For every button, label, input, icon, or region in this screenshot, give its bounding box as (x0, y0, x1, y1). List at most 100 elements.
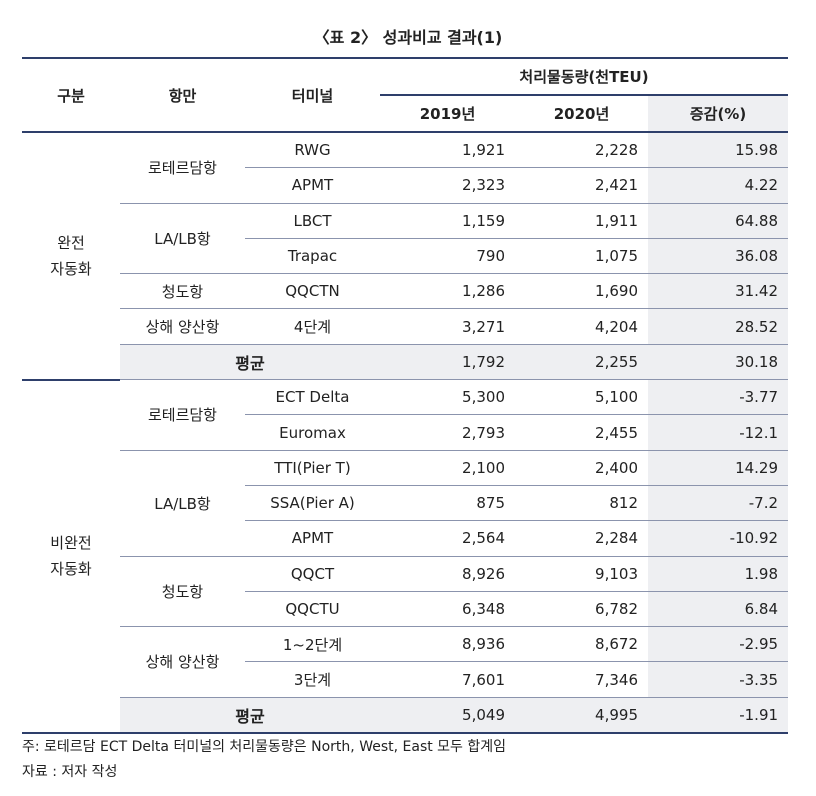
group-label: 비완전 (50, 534, 92, 553)
change-cell: 15.98 (648, 132, 789, 169)
change-cell: 36.08 (648, 238, 789, 275)
average-label: 평균 (120, 697, 380, 735)
port-cell: LA/LB항 (120, 450, 245, 557)
value-cell: 8,936 (380, 626, 515, 663)
change-cell: -3.77 (648, 379, 789, 416)
table-row: QQCTU 6,348 6,782 6.84 (22, 591, 789, 628)
change-cell: 64.88 (648, 203, 789, 239)
value-cell: 1,690 (515, 273, 648, 310)
terminal-cell: APMT (245, 520, 380, 557)
value-cell: 1,286 (380, 273, 515, 310)
average-value: 4,995 (515, 697, 648, 735)
table-row: 청도항 QQCTN 1,286 1,690 31.42 (22, 273, 789, 310)
header-cell: 터미널 (245, 57, 380, 133)
table-title: 〈표 2〉 성과비교 결과(1) (313, 28, 503, 47)
change-cell: 28.52 (648, 308, 789, 345)
notes: 주: 로테르담 ECT Delta 터미널의 처리물동량은 North, Wes… (22, 735, 506, 785)
value-cell: 812 (515, 485, 648, 522)
value-cell: 7,601 (380, 661, 515, 698)
terminal-cell: 3단계 (245, 661, 380, 698)
value-cell: 2,400 (515, 450, 648, 486)
terminal-cell: ECT Delta (245, 379, 380, 416)
change-cell: -3.35 (648, 661, 789, 698)
change-cell: 6.84 (648, 591, 789, 628)
value-cell: 790 (380, 238, 515, 275)
terminal-cell: Trapac (245, 238, 380, 275)
header-cell: 항만 (120, 57, 245, 133)
value-cell: 1,075 (515, 238, 648, 275)
value-cell: 5,300 (380, 379, 515, 416)
note: 주: 로테르담 ECT Delta 터미널의 처리물동량은 North, Wes… (22, 739, 507, 755)
port-cell: 청도항 (120, 273, 245, 310)
value-cell: 2,228 (515, 132, 648, 169)
port-cell: 상해 양산항 (120, 626, 245, 698)
value-cell: 1,911 (515, 203, 648, 239)
change-cell: 14.29 (648, 450, 789, 486)
change-cell: 4.22 (648, 167, 789, 204)
average-value: 5,049 (380, 697, 515, 735)
value-cell: 3,271 (380, 308, 515, 345)
value-cell: 9,103 (515, 556, 648, 592)
header-cell: 처리물동량(천TEU) (380, 57, 789, 96)
table-row: APMT 2,564 2,284 -10.92 (22, 520, 789, 557)
average-value: 2,255 (515, 344, 648, 381)
group-label: 자동화 (50, 560, 92, 579)
average-value: 1,792 (380, 344, 515, 381)
results-table: 구분 항만 터미널 처리물동량(천TEU) 2019년 2020년 증감(%) … (22, 57, 789, 735)
terminal-cell: TTI(Pier T) (245, 450, 380, 486)
change-cell: 31.42 (648, 273, 789, 310)
table-row: LA/LB항 TTI(Pier T) 2,100 2,400 14.29 (22, 450, 789, 557)
port-cell: 로테르담항 (120, 379, 245, 451)
value-cell: 875 (380, 485, 515, 522)
terminal-cell: QQCTU (245, 591, 380, 628)
average-label: 평균 (120, 344, 380, 381)
table-body: 완전 자동화 로테르담항 RWG 1,921 2,228 15.98 APMT 2,323 2,4… (22, 132, 789, 735)
average-value: 30.18 (648, 344, 789, 381)
table-row: Trapac 790 1,075 36.08 (22, 238, 789, 275)
value-cell: 6,782 (515, 591, 648, 628)
terminal-cell: 1~2단계 (245, 626, 380, 663)
terminal-cell: QQCTN (245, 273, 380, 310)
table-row: 상해 양산항 1~2단계 8,936 8,672 -2.95 (22, 626, 789, 698)
value-cell: 2,284 (515, 520, 648, 557)
group-cell: 완전 자동화 (22, 132, 120, 381)
port-cell: LA/LB항 (120, 203, 245, 275)
average-row: 평균 1,792 2,255 30.18 (22, 344, 789, 381)
average-row: 평균 5,049 4,995 -1.91 (22, 697, 789, 735)
terminal-cell: APMT (245, 167, 380, 204)
table-row: 상해 양산항 4단계 3,271 4,204 28.52 (22, 308, 789, 345)
terminal-cell: LBCT (245, 203, 380, 239)
value-cell: 2,793 (380, 414, 515, 451)
terminal-cell: 4단계 (245, 308, 380, 345)
table-row: 3단계 7,601 7,346 -3.35 (22, 661, 789, 698)
value-cell: 7,346 (515, 661, 648, 698)
change-cell: -7.2 (648, 485, 789, 522)
terminal-cell: SSA(Pier A) (245, 485, 380, 522)
port-cell: 청도항 (120, 556, 245, 628)
value-cell: 2,100 (380, 450, 515, 486)
average-value: -1.91 (648, 697, 789, 735)
header-cell: 증감(%) (648, 95, 789, 133)
terminal-cell: QQCT (245, 556, 380, 592)
port-cell: 상해 양산항 (120, 308, 245, 345)
group-label: 자동화 (50, 259, 92, 278)
value-cell: 2,564 (380, 520, 515, 557)
table-row: LA/LB항 LBCT 1,159 1,911 64.88 (22, 203, 789, 275)
value-cell: 8,672 (515, 626, 648, 663)
port-cell: 로테르담항 (120, 132, 245, 204)
table-row: 청도항 QQCT 8,926 9,103 1.98 (22, 556, 789, 628)
change-cell: -10.92 (648, 520, 789, 557)
value-cell: 2,323 (380, 167, 515, 204)
value-cell: 1,921 (380, 132, 515, 169)
value-cell: 5,100 (515, 379, 648, 416)
terminal-cell: Euromax (245, 414, 380, 451)
change-cell: 1.98 (648, 556, 789, 592)
change-cell: -2.95 (648, 626, 789, 663)
terminal-cell: RWG (245, 132, 380, 169)
table-header: 구분 항만 터미널 처리물동량(천TEU) 2019년 2020년 증감(%) (22, 57, 789, 133)
value-cell: 6,348 (380, 591, 515, 628)
table-row: 비완전 자동화 로테르담항 ECT Delta 5,300 5,100 -3.77 (22, 379, 789, 735)
value-cell: 1,159 (380, 203, 515, 239)
